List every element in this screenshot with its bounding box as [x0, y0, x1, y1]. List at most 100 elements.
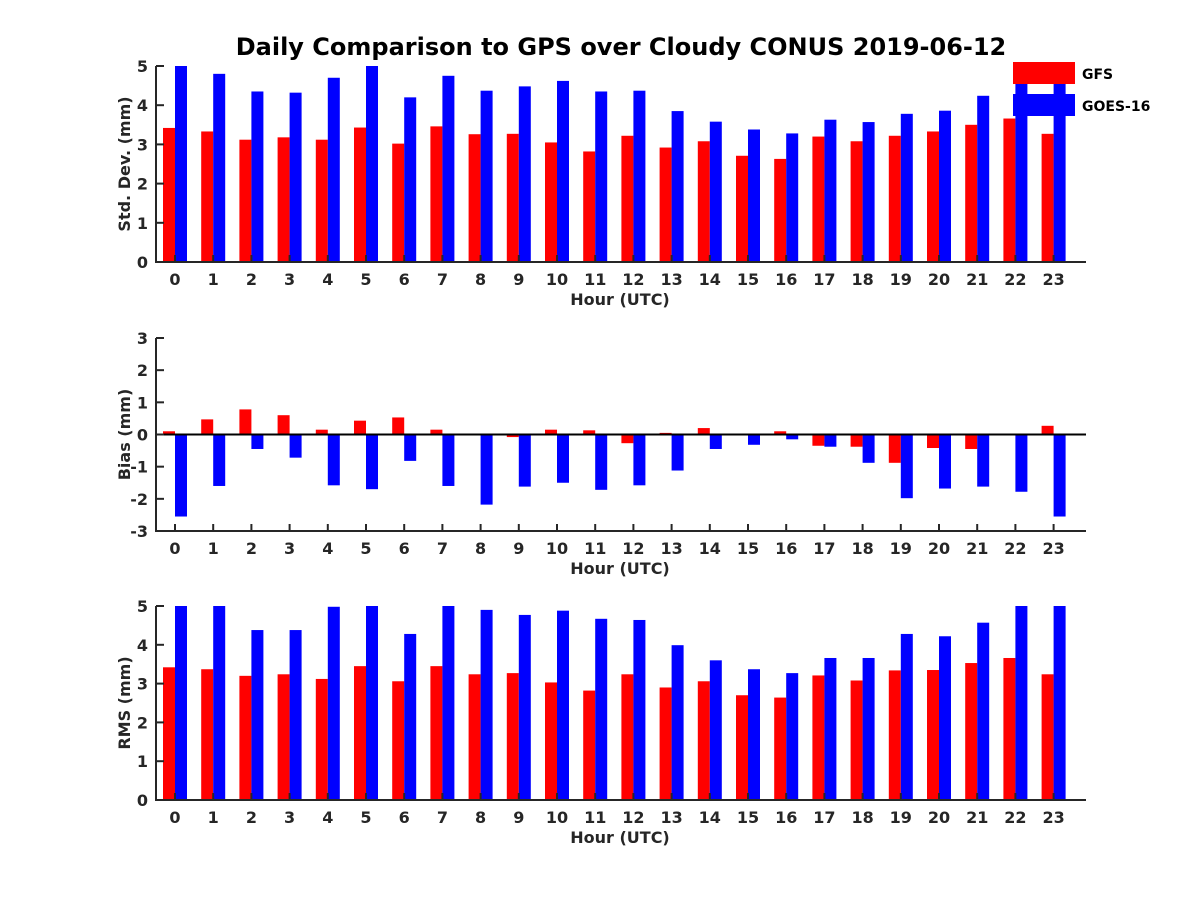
bar-goes16-hour-12 [633, 90, 646, 262]
bar-goes16-hour-13 [671, 645, 684, 800]
bar-gfs-hour-13 [659, 147, 672, 262]
y-tick-label: 3 [137, 675, 148, 694]
bar-gfs-hour-7 [430, 666, 443, 800]
x-tick-label: 18 [851, 808, 873, 827]
bar-goes16-hour-13 [671, 111, 684, 262]
x-tick-label: 11 [584, 270, 606, 289]
bar-gfs-hour-4 [315, 678, 328, 800]
x-tick-label: 20 [928, 270, 950, 289]
x-tick-label: 23 [1042, 270, 1064, 289]
bar-gfs-hour-0 [163, 431, 175, 435]
x-tick-label: 11 [584, 539, 606, 558]
bar-gfs-hour-17 [812, 675, 825, 800]
x-tick-label: 21 [966, 539, 988, 558]
bar-gfs-hour-6 [392, 681, 405, 800]
x-tick-label: 10 [546, 270, 568, 289]
bar-goes16-hour-15 [748, 129, 760, 262]
y-axis-label: Std. Dev. (mm) [115, 96, 134, 231]
bar-gfs-hour-8 [468, 134, 481, 262]
x-tick-label: 21 [966, 270, 988, 289]
bar-gfs-hour-16 [774, 431, 787, 435]
x-tick-label: 17 [813, 808, 835, 827]
bar-goes16-hour-5 [366, 606, 378, 800]
bar-goes16-hour-18 [862, 122, 875, 262]
bar-goes16-hour-5 [366, 66, 378, 262]
series-gfs-bars [163, 657, 1054, 800]
x-tick-label: 20 [928, 808, 950, 827]
x-axis-label: Hour (UTC) [570, 828, 670, 847]
bar-gfs-hour-10 [545, 429, 557, 435]
bar-goes16-hour-11 [595, 91, 608, 262]
bar-goes16-hour-16 [786, 133, 799, 262]
x-tick-label: 2 [246, 808, 257, 827]
y-tick-label: 0 [137, 791, 148, 810]
x-tick-label: 18 [851, 270, 873, 289]
bar-goes16-hour-3 [289, 434, 302, 458]
x-tick-label: 13 [660, 539, 682, 558]
bar-goes16-hour-2 [251, 91, 264, 262]
bar-gfs-hour-12 [621, 434, 634, 444]
bar-gfs-hour-18 [850, 141, 863, 262]
bar-goes16-hour-23 [1053, 434, 1066, 517]
bar-gfs-hour-0 [163, 667, 175, 800]
bar-goes16-hour-7 [442, 606, 455, 800]
bar-gfs-hour-9 [506, 434, 519, 438]
bar-gfs-hour-2 [239, 139, 252, 262]
x-tick-label: 13 [660, 270, 682, 289]
bar-goes16-hour-9 [518, 434, 531, 487]
x-tick-label: 9 [513, 539, 524, 558]
bar-gfs-hour-11 [583, 430, 596, 435]
y-tick-label: 0 [137, 426, 148, 445]
bar-gfs-hour-5 [354, 420, 366, 435]
bar-goes16-hour-2 [251, 434, 264, 449]
bar-goes16-hour-17 [824, 119, 837, 262]
bar-goes16-hour-19 [900, 434, 913, 499]
bar-gfs-hour-19 [888, 670, 901, 800]
bar-goes16-hour-6 [404, 97, 417, 262]
bar-goes16-hour-1 [213, 606, 226, 800]
bar-gfs-hour-22 [1003, 118, 1016, 262]
series-gfs-bars [163, 118, 1054, 263]
x-tick-label: 2 [246, 539, 257, 558]
bar-goes16-hour-15 [748, 669, 760, 800]
x-tick-label: 7 [437, 808, 448, 827]
x-tick-label: 12 [622, 539, 644, 558]
bar-goes16-hour-0 [175, 434, 187, 517]
x-tick-label: 22 [1004, 270, 1026, 289]
x-tick-label: 8 [475, 808, 486, 827]
bar-gfs-hour-3 [277, 674, 290, 800]
x-tick-label: 4 [322, 539, 333, 558]
x-tick-label: 10 [546, 539, 568, 558]
bar-gfs-hour-19 [888, 135, 901, 262]
bar-goes16-hour-22 [1015, 434, 1028, 492]
x-tick-label: 5 [360, 270, 371, 289]
bar-goes16-hour-1 [213, 434, 226, 486]
bar-gfs-hour-19 [888, 434, 901, 463]
x-tick-label: 6 [399, 539, 410, 558]
x-tick-label: 0 [169, 270, 180, 289]
bar-goes16-hour-4 [327, 434, 340, 486]
bar-goes16-hour-0 [175, 606, 187, 800]
x-axis-label: Hour (UTC) [570, 559, 670, 578]
x-tick-label: 19 [890, 539, 912, 558]
x-tick-label: 2 [246, 270, 257, 289]
bar-gfs-hour-14 [697, 681, 710, 800]
x-axis-label: Hour (UTC) [570, 290, 670, 309]
bar-goes16-hour-17 [824, 434, 837, 447]
x-tick-label: 22 [1004, 808, 1026, 827]
bar-goes16-hour-8 [480, 434, 493, 505]
x-tick-label: 0 [169, 808, 180, 827]
legend: GFS GOES-16 [1013, 62, 1150, 116]
bar-gfs-hour-2 [239, 409, 252, 435]
bar-gfs-hour-10 [545, 682, 557, 800]
bar-goes16-hour-8 [480, 609, 493, 800]
x-tick-label: 6 [399, 808, 410, 827]
bar-gfs-hour-13 [659, 687, 672, 800]
bar-goes16-hour-15 [748, 434, 760, 445]
bar-gfs-hour-2 [239, 675, 252, 800]
bar-goes16-hour-20 [939, 110, 951, 262]
bar-goes16-hour-17 [824, 657, 837, 800]
x-tick-label: 14 [699, 270, 721, 289]
